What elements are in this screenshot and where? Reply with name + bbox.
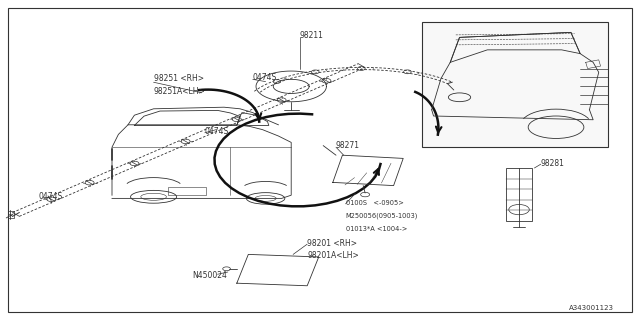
Circle shape (404, 70, 412, 74)
Circle shape (273, 80, 281, 84)
Text: 0100S   <-0905>: 0100S <-0905> (346, 200, 403, 206)
FancyBboxPatch shape (422, 22, 608, 147)
Circle shape (130, 161, 139, 166)
Bar (506, 168, 532, 221)
Bar (168, 187, 206, 195)
Text: A343001123: A343001123 (570, 305, 614, 311)
Circle shape (433, 76, 441, 80)
Circle shape (223, 267, 230, 271)
Text: 98251 <RH>: 98251 <RH> (154, 74, 204, 83)
Circle shape (277, 98, 286, 102)
Text: N450024: N450024 (192, 271, 227, 280)
Text: M250056(0905-1003): M250056(0905-1003) (346, 213, 418, 219)
Text: 98201A<LH>: 98201A<LH> (307, 252, 359, 260)
Text: 98251A<LH>: 98251A<LH> (154, 87, 205, 96)
Text: 98281: 98281 (541, 159, 564, 168)
Circle shape (312, 70, 319, 74)
Circle shape (85, 180, 94, 185)
Text: 98211: 98211 (300, 31, 323, 40)
Circle shape (358, 67, 365, 70)
Circle shape (47, 197, 56, 202)
Text: 0474S: 0474S (205, 127, 229, 136)
Text: 01013*A <1004->: 01013*A <1004-> (346, 226, 407, 232)
Text: 98271: 98271 (336, 141, 360, 150)
Circle shape (322, 78, 331, 83)
Circle shape (232, 117, 241, 122)
Circle shape (444, 85, 451, 89)
Text: 98201 <RH>: 98201 <RH> (307, 239, 357, 248)
Circle shape (181, 139, 190, 144)
Circle shape (360, 192, 370, 197)
Text: 0474S: 0474S (253, 73, 277, 82)
Text: 0474S: 0474S (38, 192, 63, 201)
